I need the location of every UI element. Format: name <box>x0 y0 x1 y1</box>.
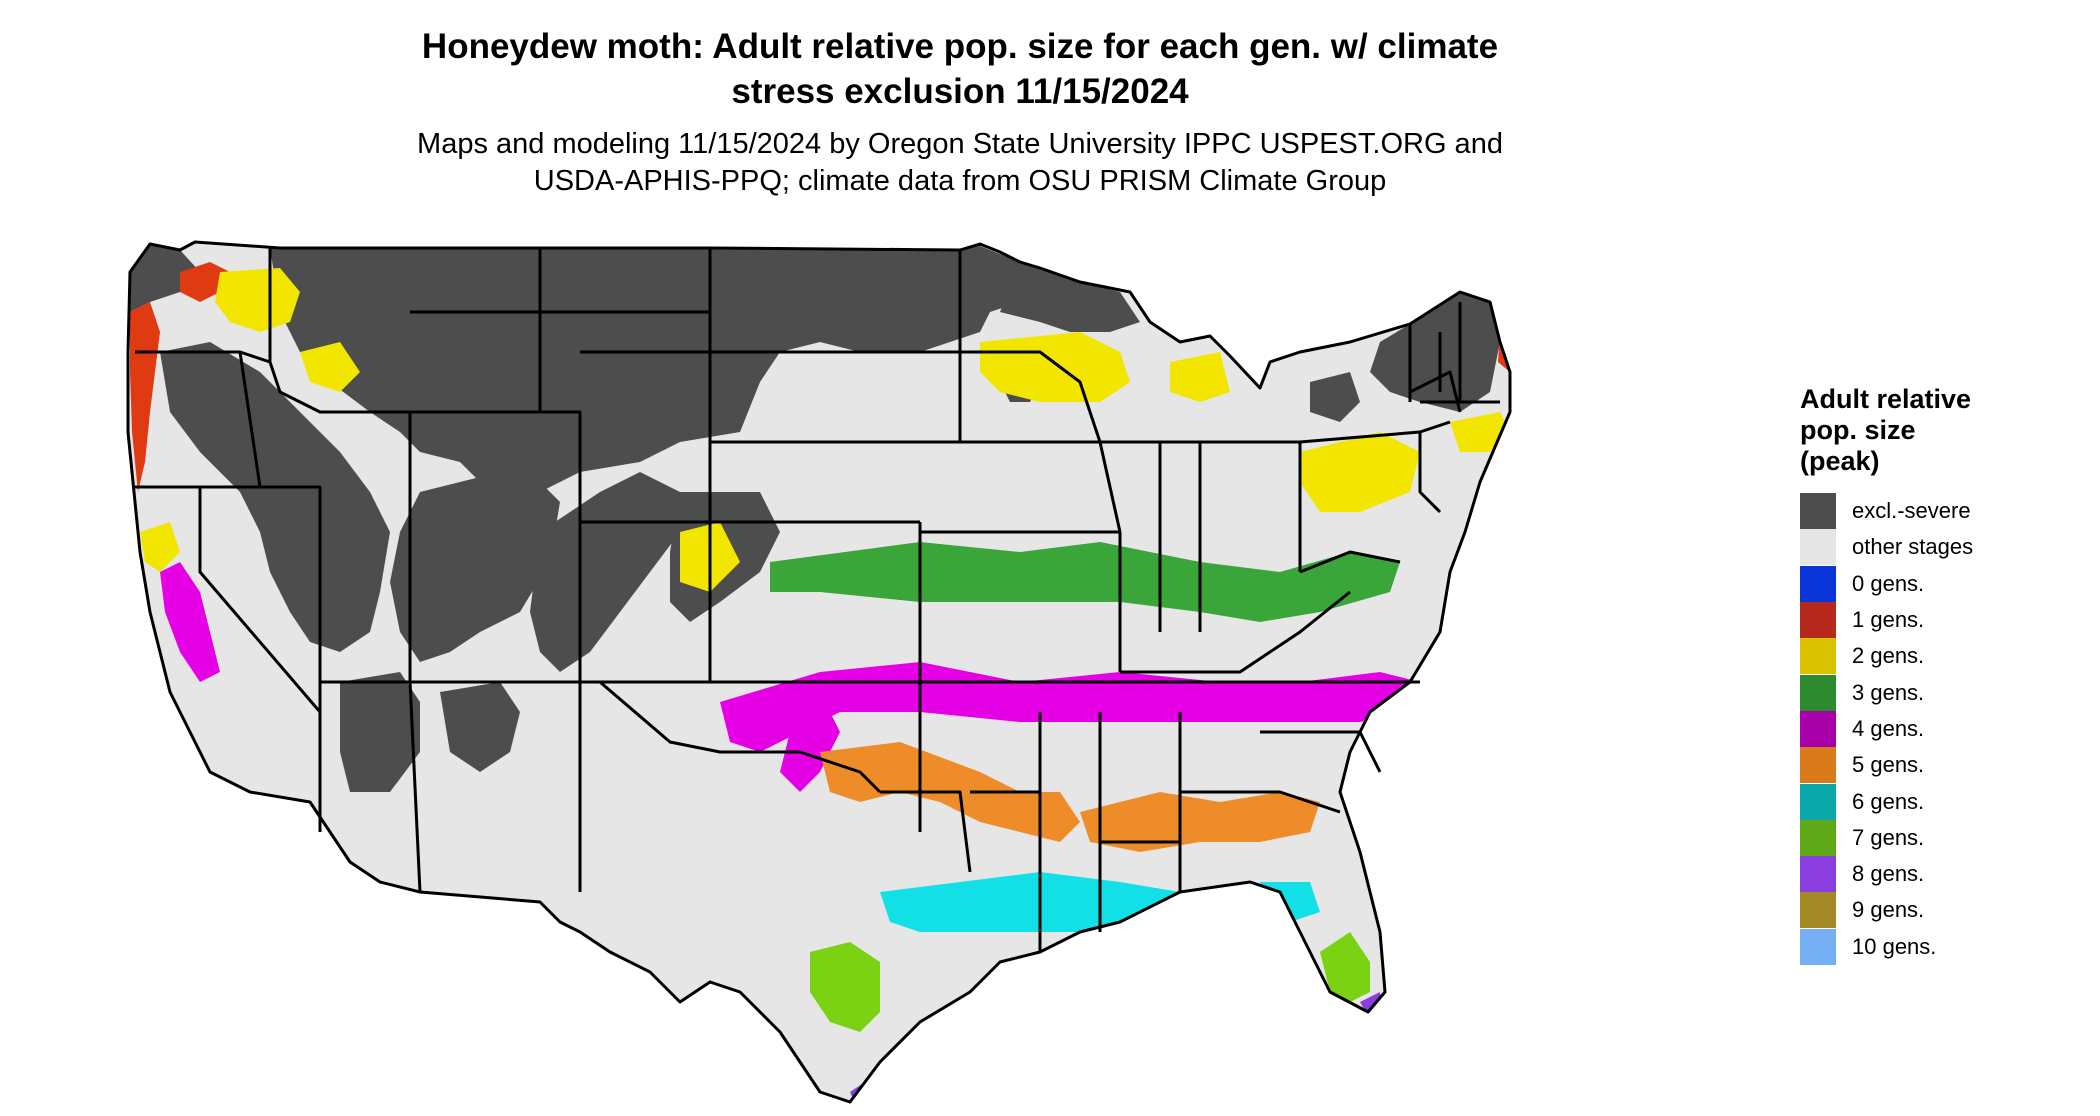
legend-label: excl.-severe <box>1852 498 1971 524</box>
legend-label: 7 gens. <box>1852 824 1925 850</box>
us-population-map <box>126 240 1512 1104</box>
legend-item: 9 gens. <box>1800 892 2090 929</box>
legend-swatch <box>1800 493 1836 530</box>
legend-title: Adult relative pop. size (peak) <box>1800 384 2090 477</box>
legend-swatch <box>1800 928 1836 965</box>
legend-swatch <box>1800 565 1836 602</box>
legend-label: 6 gens. <box>1852 788 1925 814</box>
legend-item: 2 gens. <box>1800 638 2090 675</box>
map-title-line2: stress exclusion 11/15/2024 <box>731 72 1189 111</box>
legend-swatch <box>1800 892 1836 929</box>
legend-item: 7 gens. <box>1800 819 2090 856</box>
legend-swatch <box>1800 783 1836 820</box>
legend-item: 3 gens. <box>1800 674 2090 711</box>
legend-item: other stages <box>1800 529 2090 566</box>
legend-title-line3: (peak) <box>1800 446 1880 476</box>
gen3-regions <box>770 542 1400 622</box>
gen2-regions <box>140 268 1510 592</box>
legend-swatch <box>1800 638 1836 675</box>
legend-swatch <box>1800 856 1836 893</box>
map-subtitle-line1: Maps and modeling 11/15/2024 by Oregon S… <box>417 128 1503 160</box>
legend-label: 2 gens. <box>1852 643 1925 669</box>
legend-items: excl.-severe other stages 0 gens. 1 gens. 2 … <box>1800 493 2090 965</box>
legend-swatch <box>1800 747 1836 784</box>
legend-swatch <box>1800 529 1836 566</box>
legend-item: 0 gens. <box>1800 565 2090 602</box>
legend-swatch <box>1800 674 1836 711</box>
legend-item: 5 gens. <box>1800 747 2090 784</box>
legend-item: 10 gens. <box>1800 928 2090 965</box>
legend-item: 8 gens. <box>1800 856 2090 893</box>
legend-label: 10 gens. <box>1852 933 1937 959</box>
legend-label: 0 gens. <box>1852 570 1925 596</box>
map-subtitle: Maps and modeling 11/15/2024 by Oregon S… <box>300 126 1620 200</box>
legend-label: 9 gens. <box>1852 897 1925 923</box>
map-title: Honeydew moth: Adult relative pop. size … <box>300 24 1620 114</box>
legend-label: 4 gens. <box>1852 715 1925 741</box>
legend-swatch <box>1800 602 1836 639</box>
excluded-regions <box>130 244 1500 792</box>
gen4-regions <box>160 562 1420 792</box>
legend-label: 5 gens. <box>1852 752 1925 778</box>
state-borders <box>126 240 1512 1104</box>
map-subtitle-line2: USDA-APHIS-PPQ; climate data from OSU PR… <box>533 165 1387 197</box>
legend-item: 4 gens. <box>1800 710 2090 747</box>
legend-label: 1 gens. <box>1852 607 1925 633</box>
legend-item: 6 gens. <box>1800 783 2090 820</box>
legend-label: other stages <box>1852 534 1974 560</box>
gen7-regions <box>810 932 1370 1032</box>
legend: Adult relative pop. size (peak) excl.-se… <box>1800 384 2090 965</box>
legend-swatch <box>1800 819 1836 856</box>
legend-item: excl.-severe <box>1800 493 2090 530</box>
map-title-line1: Honeydew moth: Adult relative pop. size … <box>421 27 1499 66</box>
legend-title-line1: Adult relative <box>1800 384 1972 414</box>
legend-label: 3 gens. <box>1852 679 1925 705</box>
legend-title-line2: pop. size <box>1800 415 1916 445</box>
legend-label: 8 gens. <box>1852 861 1925 887</box>
legend-swatch <box>1800 710 1836 747</box>
legend-item: 1 gens. <box>1800 602 2090 639</box>
